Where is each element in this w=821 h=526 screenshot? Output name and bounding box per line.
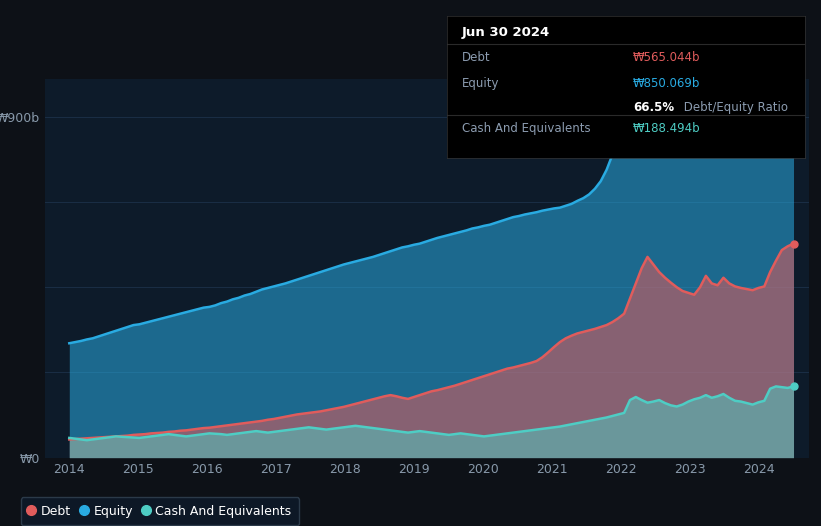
Text: ₩850.069b: ₩850.069b xyxy=(633,77,700,90)
Text: Debt: Debt xyxy=(461,52,490,64)
Text: 66.5%: 66.5% xyxy=(633,101,674,114)
Text: Cash And Equivalents: Cash And Equivalents xyxy=(461,123,590,135)
Text: Debt/Equity Ratio: Debt/Equity Ratio xyxy=(680,101,787,114)
Text: ₩188.494b: ₩188.494b xyxy=(633,123,701,135)
Text: Jun 30 2024: Jun 30 2024 xyxy=(461,26,550,39)
Legend: Debt, Equity, Cash And Equivalents: Debt, Equity, Cash And Equivalents xyxy=(21,497,299,525)
Text: ₩565.044b: ₩565.044b xyxy=(633,52,700,64)
Text: Equity: Equity xyxy=(461,77,499,90)
